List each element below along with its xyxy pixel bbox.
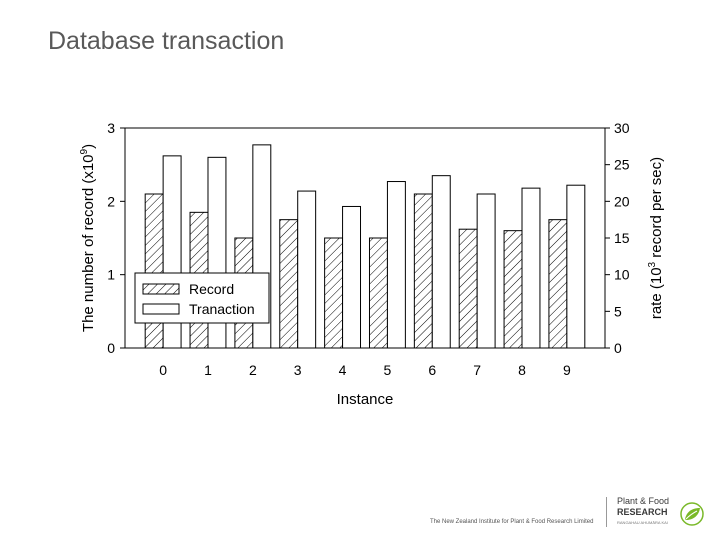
legend-record-label: Record xyxy=(189,281,234,297)
transaction-bar xyxy=(566,184,586,349)
slide-title: Database transaction xyxy=(48,27,285,55)
right-y-tick-label: 10 xyxy=(614,267,630,283)
legend-record-swatch xyxy=(142,283,180,295)
left-y-axis-label: The number of record (x109) xyxy=(79,144,97,332)
record-bar xyxy=(458,228,478,349)
record-bar xyxy=(279,219,299,349)
x-tick-label: 3 xyxy=(294,362,302,378)
left-y-tick-label: 2 xyxy=(107,193,115,209)
transaction-bar xyxy=(431,175,451,349)
x-tick-label: 7 xyxy=(473,362,481,378)
x-tick-label: 6 xyxy=(428,362,436,378)
transaction-bar xyxy=(297,190,317,349)
transaction-bar xyxy=(521,187,541,349)
left-y-tick-label: 0 xyxy=(107,340,115,356)
record-bar xyxy=(324,237,344,349)
right-y-tick-label: 20 xyxy=(614,193,630,209)
record-bar xyxy=(548,219,568,349)
record-bar xyxy=(503,230,523,349)
x-tick-label: 9 xyxy=(563,362,571,378)
plant-food-research-logo: Plant & Food RESEARCH RANGAHAU AHUMĀRA K… xyxy=(617,496,717,528)
right-y-tick-label: 5 xyxy=(614,303,622,319)
record-bar xyxy=(144,193,164,349)
x-axis-label: Instance xyxy=(337,391,394,408)
legend-box xyxy=(134,272,270,324)
logo-line-3: RANGAHAU AHUMĀRA KAI xyxy=(617,520,668,525)
x-tick-label: 4 xyxy=(339,362,347,378)
right-y-tick-label: 15 xyxy=(614,230,630,246)
leaf-icon xyxy=(680,502,704,526)
right-y-tick-label: 0 xyxy=(614,340,622,356)
logo-divider xyxy=(606,497,607,527)
legend-transaction-swatch xyxy=(142,303,180,315)
record-bar xyxy=(368,237,388,349)
legend-transaction-label: Tranaction xyxy=(189,301,255,317)
left-y-tick-label: 1 xyxy=(107,267,115,283)
right-y-tick-label: 25 xyxy=(614,157,630,173)
transaction-bar xyxy=(342,205,362,349)
footer-copyright: The New Zealand Institute for Plant & Fo… xyxy=(430,519,594,525)
right-y-axis-label: rate (103 record per sec) xyxy=(647,157,665,319)
record-bar xyxy=(413,193,433,349)
x-tick-label: 0 xyxy=(159,362,167,378)
x-tick-label: 1 xyxy=(204,362,212,378)
logo-line-2: RESEARCH xyxy=(617,507,668,517)
right-y-tick-label: 30 xyxy=(614,120,630,136)
x-tick-label: 5 xyxy=(384,362,392,378)
x-tick-label: 2 xyxy=(249,362,257,378)
transaction-bar xyxy=(476,193,496,349)
transaction-bar xyxy=(386,181,406,349)
logo-line-1: Plant & Food xyxy=(617,496,670,506)
x-tick-label: 8 xyxy=(518,362,526,378)
left-y-tick-label: 3 xyxy=(107,120,115,136)
